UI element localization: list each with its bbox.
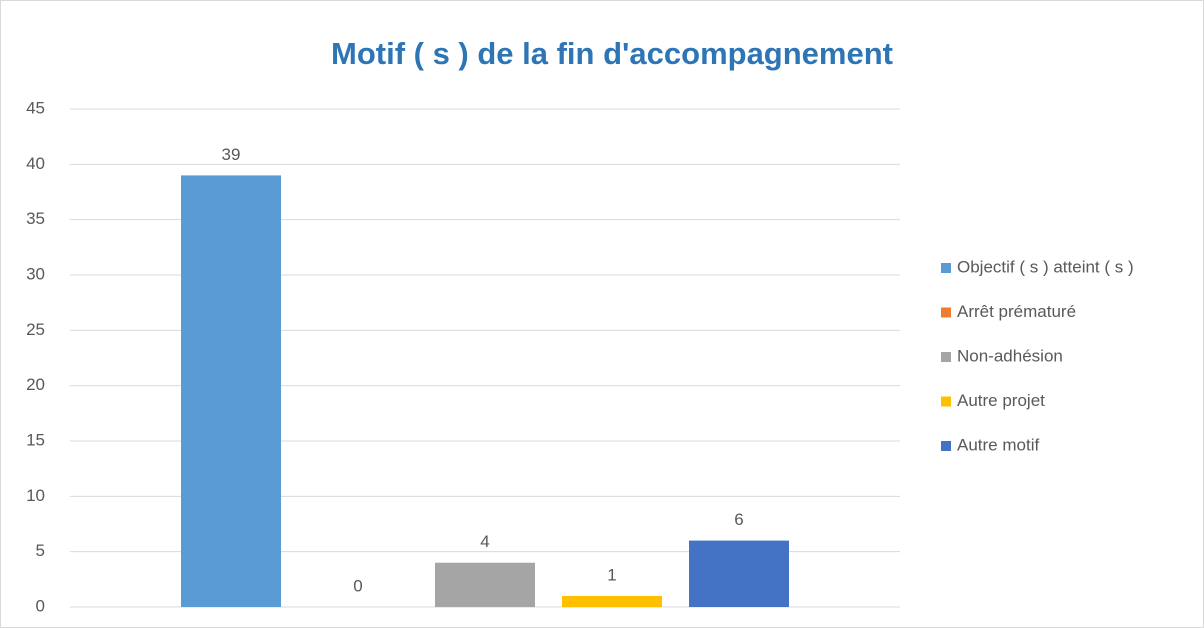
legend-swatch [941, 263, 951, 273]
data-label: 1 [607, 565, 616, 584]
chart-title: Motif ( s ) de la fin d'accompagnement [331, 36, 893, 71]
data-label: 4 [480, 532, 489, 551]
y-tick-label: 40 [26, 154, 45, 173]
legend-label: Autre projet [957, 391, 1045, 410]
legend-swatch [941, 307, 951, 318]
legend-label: Arrêt prématuré [957, 302, 1076, 321]
y-tick-label: 25 [26, 320, 45, 339]
legend-label: Non-adhésion [957, 346, 1063, 365]
bar [435, 562, 535, 607]
y-tick-label: 10 [26, 486, 45, 505]
y-tick-label: 20 [26, 375, 45, 394]
legend-swatch [941, 441, 951, 451]
legend-swatch [941, 396, 951, 407]
legend-swatch [941, 352, 951, 362]
y-tick-label: 45 [26, 98, 45, 117]
y-tick-label: 15 [26, 430, 45, 449]
bar [181, 175, 281, 607]
legend-label: Autre motif [957, 435, 1039, 454]
data-label: 39 [222, 145, 241, 164]
y-tick-label: 35 [26, 209, 45, 228]
y-tick-label: 0 [36, 596, 45, 615]
y-tick-label: 5 [36, 541, 45, 560]
data-label: 0 [353, 576, 362, 595]
y-tick-label: 30 [26, 264, 45, 283]
legend-label: Objectif ( s ) atteint ( s ) [957, 257, 1134, 276]
data-label: 6 [734, 510, 743, 529]
bar [562, 595, 662, 607]
bar [689, 540, 789, 607]
